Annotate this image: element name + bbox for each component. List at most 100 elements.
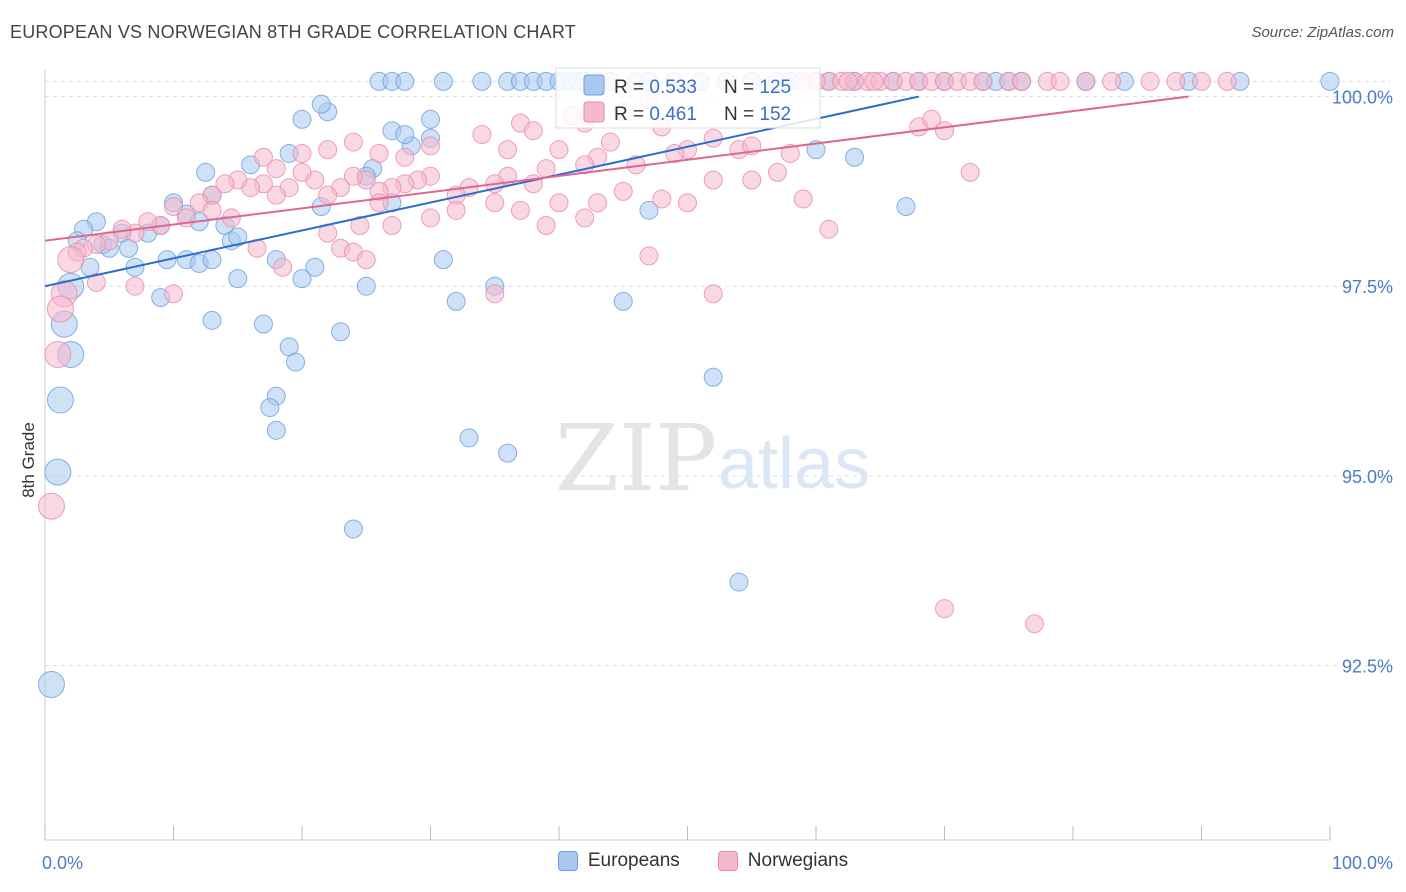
norwegians-point-61 xyxy=(266,185,286,205)
norwegians-point-114 xyxy=(742,170,762,190)
watermark-atlas: atlas xyxy=(718,424,870,504)
points-layer xyxy=(37,71,1340,698)
stats-r-value-europeans: 0.533 xyxy=(649,77,697,98)
norwegians-point-133 xyxy=(1024,614,1044,634)
norwegians-point-122 xyxy=(935,121,954,141)
norwegians-point-14 xyxy=(1012,71,1032,91)
norwegians-point-127 xyxy=(86,272,106,292)
norwegians-point-55 xyxy=(343,166,363,186)
norwegians-point-116 xyxy=(819,219,839,239)
norwegians-point-88 xyxy=(369,143,389,163)
norwegians-point-91 xyxy=(472,124,492,144)
legend-item-europeans[interactable]: Europeans xyxy=(557,850,680,872)
stats-swatch-norwegians xyxy=(583,101,605,123)
norwegians-point-26 xyxy=(864,71,884,91)
norwegians-point-89 xyxy=(395,147,415,167)
norwegians-point-22 xyxy=(1217,71,1237,91)
norwegians-point-96 xyxy=(369,193,389,213)
norwegians-point-123 xyxy=(703,170,723,190)
axes-layer xyxy=(44,70,1331,841)
norwegians-point-93 xyxy=(523,121,543,141)
europeans-point-47 xyxy=(196,162,216,182)
norwegians-point-19 xyxy=(1140,71,1160,91)
watermark: ZIP atlas xyxy=(555,405,870,512)
europeans-point-91 xyxy=(703,367,723,387)
norwegians-point-120 xyxy=(703,284,723,304)
norwegians-point-112 xyxy=(652,189,672,209)
europeans-point-88 xyxy=(331,322,351,342)
europeans-point-51 xyxy=(845,147,865,167)
norwegians-point-106 xyxy=(510,200,530,220)
legend-swatch-europeans xyxy=(557,851,578,871)
europeans-point-3 xyxy=(433,71,453,91)
norwegians-point-101 xyxy=(356,250,376,270)
norwegians-point-17 xyxy=(1076,71,1096,91)
europeans-point-102 xyxy=(639,200,659,220)
x-tick-label-max: 100.0% xyxy=(1332,853,1393,873)
norwegians-point-94 xyxy=(549,140,569,160)
europeans-point-40 xyxy=(311,94,331,114)
x-tick-label-min: 0.0% xyxy=(42,853,83,873)
stats-n-label-europeans: N = xyxy=(724,77,759,98)
europeans-point-87 xyxy=(253,314,273,334)
svg-text:N = 152: N = 152 xyxy=(724,104,791,125)
norwegians-point-84 xyxy=(266,159,286,179)
europeans-point-83 xyxy=(446,291,466,311)
norwegians-point-118 xyxy=(485,284,505,304)
europeans-point-98 xyxy=(44,458,72,486)
norwegians-point-103 xyxy=(421,208,440,228)
norwegians-point-18 xyxy=(1102,71,1122,91)
norwegians-point-82 xyxy=(37,492,65,520)
norwegians-point-87 xyxy=(343,132,363,152)
europeans-point-84 xyxy=(613,291,633,311)
norwegians-point-21 xyxy=(1192,71,1211,91)
europeans-point-75 xyxy=(433,250,453,270)
norwegians-point-115 xyxy=(793,189,813,209)
source-credit: Source: ZipAtlas.com xyxy=(1251,24,1394,41)
europeans-point-100 xyxy=(729,572,749,592)
norwegians-point-59 xyxy=(292,162,312,182)
norwegians-point-102 xyxy=(382,216,402,236)
y-tick-labels: 100.0% 97.5% 95.0% 92.5% xyxy=(1332,88,1393,677)
europeans-point-79 xyxy=(292,269,312,289)
europeans-point-94 xyxy=(266,420,286,440)
stats-n-value-norwegians: 152 xyxy=(759,104,791,125)
europeans-point-95 xyxy=(459,428,479,448)
norwegians-point-20 xyxy=(1166,71,1186,91)
europeans-point-44 xyxy=(395,124,415,144)
norwegians-point-16 xyxy=(1050,71,1070,91)
legend-swatch-norwegians xyxy=(717,851,738,871)
svg-text:N = 125: N = 125 xyxy=(724,77,791,98)
norwegians-point-128 xyxy=(202,200,222,220)
europeans-point-99 xyxy=(343,519,363,539)
norwegians-point-78 xyxy=(57,246,85,274)
europeans-point-97 xyxy=(46,386,74,414)
stats-legend: R = 0.533 N = 125 R = 0.461 N = 152 xyxy=(555,67,821,129)
trendline-norwegians xyxy=(44,95,1189,242)
series-europeans xyxy=(37,71,1340,698)
norwegians-point-57 xyxy=(318,185,338,205)
norwegians-point-43 xyxy=(536,159,556,179)
europeans-point-90 xyxy=(286,352,306,372)
norwegians-point-33 xyxy=(703,128,723,148)
europeans-point-50 xyxy=(806,140,826,160)
norwegians-point-111 xyxy=(613,181,633,201)
norwegians-point-12 xyxy=(973,71,993,91)
norwegians-point-25 xyxy=(838,71,858,91)
norwegians-point-104 xyxy=(446,200,466,220)
norwegians-point-65 xyxy=(215,174,235,194)
y-tick-label-3: 92.5% xyxy=(1342,657,1393,677)
legend-item-norwegians[interactable]: Norwegians xyxy=(717,850,848,872)
norwegians-point-80 xyxy=(46,295,74,323)
norwegians-point-86 xyxy=(318,140,338,160)
stats-n-label-norwegians: N = xyxy=(724,104,759,125)
norwegians-point-83 xyxy=(253,147,273,167)
norwegians-point-36 xyxy=(767,162,787,182)
europeans-point-39 xyxy=(292,109,312,129)
europeans-point-72 xyxy=(202,250,222,270)
norwegians-point-97 xyxy=(350,216,370,236)
y-tick-label-2: 95.0% xyxy=(1342,467,1393,487)
europeans-point-4 xyxy=(472,71,492,91)
svg-text:R = 0.461: R = 0.461 xyxy=(614,104,697,125)
